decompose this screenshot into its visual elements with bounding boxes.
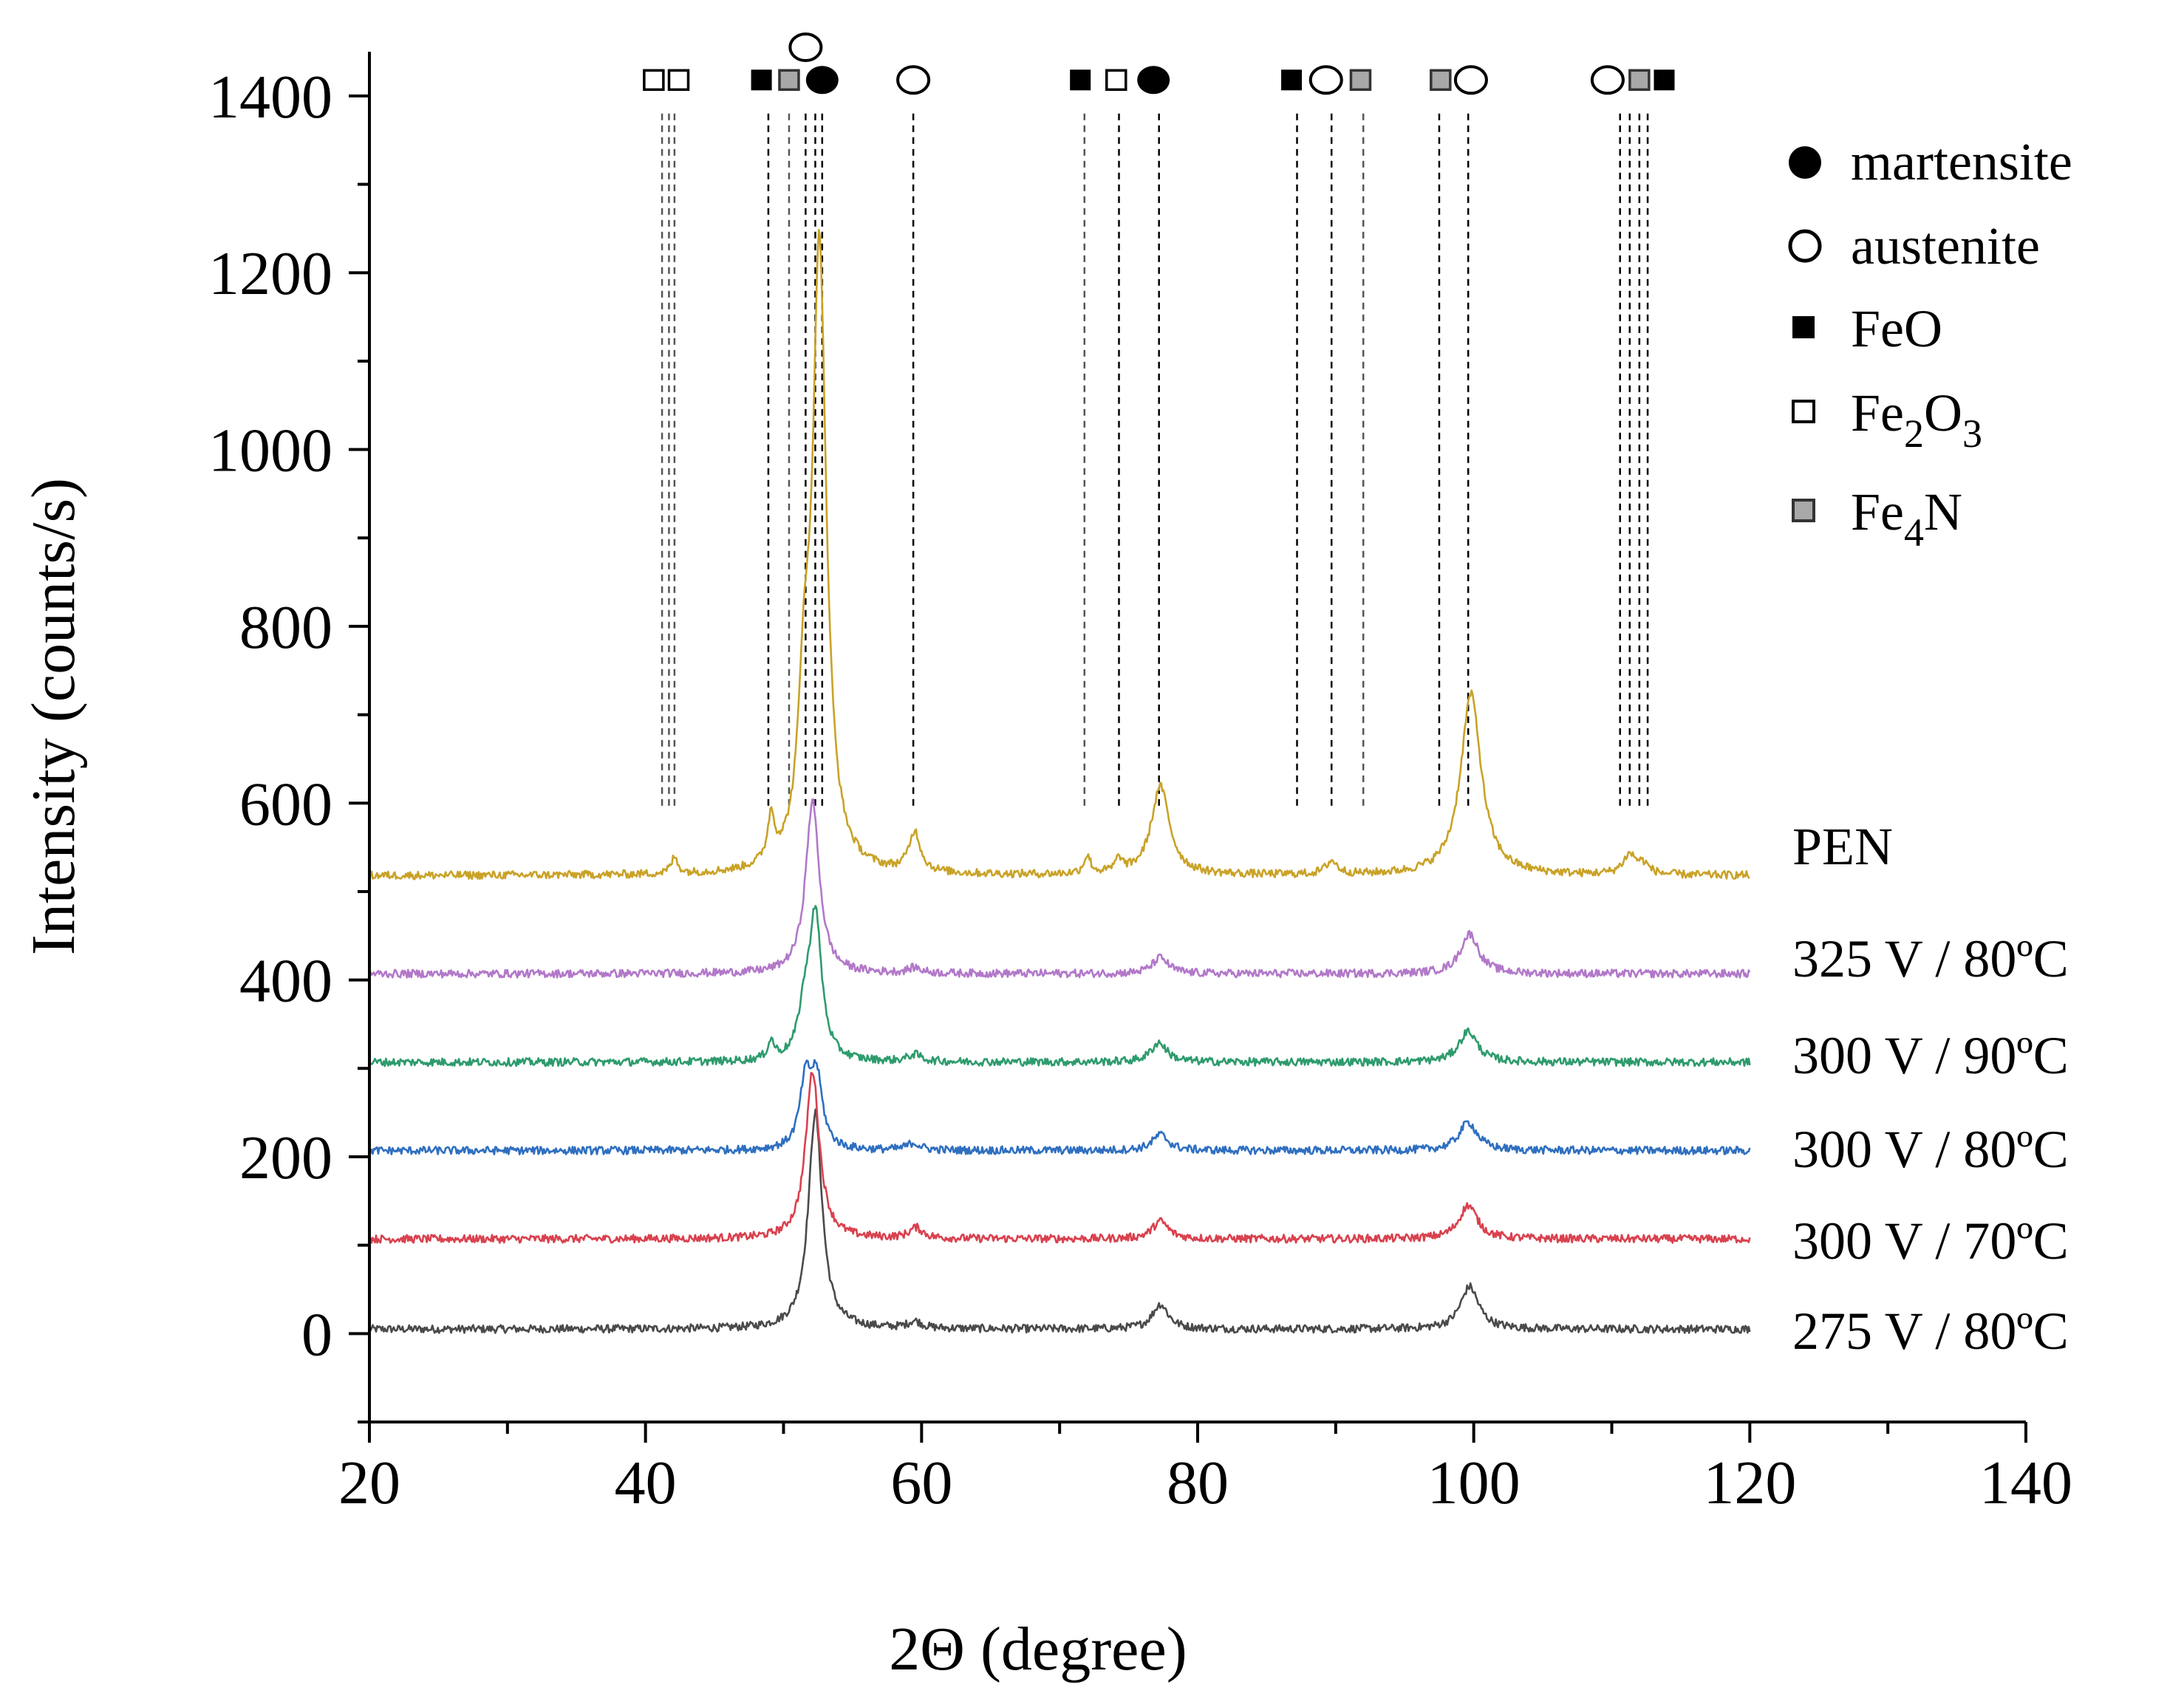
x-tick-label: 140 [1979,1449,2072,1517]
marker-feo [1281,69,1303,91]
marker-martensite [1137,66,1170,95]
reference-lines [661,113,1649,808]
x-tick-label: 80 [1167,1449,1229,1517]
series-label-300v-90c: 300 V / 90ºC [1792,1026,2069,1085]
series-label-325v-80c: 325 V / 80ºC [1792,929,2069,988]
marker-austenite [788,33,823,63]
legend-marker-feo [1792,316,1815,338]
y-tick-label: 800 [239,593,332,662]
legend: martensite austenite FeO Fe2O3 Fe4N [1788,132,2072,555]
legend-marker-austenite [1788,229,1822,263]
marker-feo [1654,69,1675,91]
legend-item-feo: FeO [1792,299,1942,358]
x-tick-label: 40 [615,1449,677,1517]
x-tick-label: 120 [1703,1449,1796,1517]
series-line-4 [368,798,1751,979]
legend-label-austenite: austenite [1851,216,2040,276]
y-tick-label: 0 [301,1300,332,1369]
marker-feo [751,69,772,91]
legend-marker-fe4n [1792,499,1815,522]
x-tick-label: 100 [1427,1449,1521,1517]
series-line-1 [368,1072,1751,1244]
legend-label-fe2o3: Fe2O3 [1851,383,1982,456]
legend-marker-fe2o3 [1792,400,1815,423]
series-line-3 [369,905,1751,1067]
series-label-300v-80c: 300 V / 80ºC [1792,1120,2069,1179]
legend-label-martensite: martensite [1851,132,2072,191]
series-label-pen: PEN [1792,817,1893,876]
y-tick-label: 1200 [208,239,332,308]
series-group [368,228,1751,1334]
marker-fe4n [1430,69,1452,92]
marker-fe4n [1628,69,1651,92]
legend-item-austenite: austenite [1788,216,2040,276]
series-label-275v-80c: 275 V / 80ºC [1792,1302,2069,1361]
axes: 20 40 60 80 100 120 14002004006008001000120014… [208,52,2072,1517]
marker-fe2o3 [667,69,690,92]
legend-item-martensite: martensite [1789,132,2072,191]
marker-feo [1070,69,1091,91]
series-label-300v-70c: 300 V / 70ºC [1792,1211,2069,1271]
phase-markers [643,33,1675,95]
marker-fe4n [778,69,800,92]
marker-fe2o3 [643,69,665,92]
series-line-5 [369,228,1750,881]
series-line-2 [368,1059,1751,1155]
y-tick-label: 600 [239,770,332,838]
marker-fe2o3 [1105,69,1127,92]
x-tick-label: 20 [338,1449,400,1517]
y-tick-label: 1400 [208,63,332,131]
y-tick-label: 400 [239,947,332,1016]
marker-martensite [805,66,839,95]
x-tick-label: 60 [890,1449,952,1517]
y-axis-title: Intensity (counts/s) [19,478,88,955]
y-tick-label: 200 [239,1124,332,1192]
legend-item-fe2o3: Fe2O3 [1792,383,1982,456]
legend-label-feo: FeO [1851,299,1942,358]
series-labels: PEN 325 V / 80ºC 300 V / 90ºC 300 V / 80… [1792,817,2069,1361]
x-axis-title: 2Θ (degree) [889,1615,1187,1683]
legend-marker-martensite [1789,146,1821,179]
marker-austenite [1308,65,1343,95]
marker-fe4n [1349,69,1372,92]
y-tick-label: 1000 [208,417,332,485]
marker-austenite [896,65,931,95]
legend-label-fe4n: Fe4N [1851,482,1962,555]
legend-item-fe4n: Fe4N [1792,482,1962,555]
marker-austenite [1453,65,1488,95]
marker-austenite [1590,65,1625,95]
series-line-0 [368,1108,1751,1334]
